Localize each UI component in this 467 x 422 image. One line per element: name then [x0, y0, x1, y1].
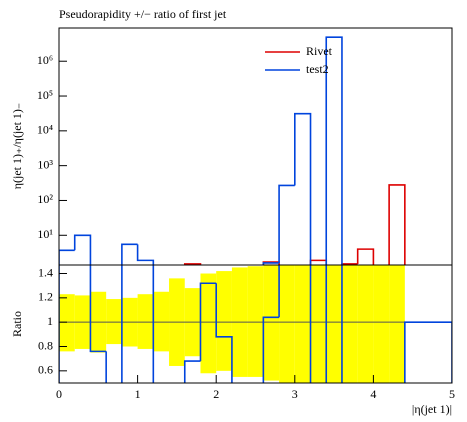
histogram-bin: [262, 262, 280, 265]
chart-title: Pseudorapidity +/− ratio of first jet: [59, 7, 227, 21]
frame: [58, 27, 453, 266]
uncertainty-band: [200, 273, 217, 374]
histogram-bin: [199, 282, 217, 362]
histogram-bin: [121, 265, 123, 383]
histogram-bin: [294, 112, 312, 265]
y-tick-label: 0.6: [38, 363, 53, 377]
histogram-bin: [356, 248, 375, 265]
histogram-bin: [325, 36, 343, 265]
histogram-bin: [278, 184, 295, 263]
legend-label: Rivet: [306, 44, 333, 58]
histogram-bin: [105, 351, 107, 383]
x-tick-label: 2: [213, 387, 219, 401]
uncertainty-band: [153, 291, 170, 352]
uncertainty-band: [341, 265, 358, 383]
histogram-bin: [136, 244, 155, 265]
histogram-bin: [278, 265, 280, 318]
legend-label: test2: [306, 62, 329, 76]
uncertainty-band: [279, 265, 295, 383]
uncertainty-band: [59, 294, 75, 352]
uncertainty-band: [389, 265, 405, 383]
y-tick-label: 10⁵: [37, 88, 53, 102]
uncertainty-band: [247, 266, 264, 377]
y-axis-label: Ratio: [10, 311, 24, 337]
x-tick-label: 4: [370, 387, 376, 401]
histogram-bin: [309, 265, 312, 383]
y-tick-label: 1: [47, 314, 53, 328]
x-axis-label: |η(jet 1)|: [412, 402, 452, 416]
histogram-bin: [388, 184, 406, 265]
x-tick-label: 5: [449, 387, 455, 401]
uncertainty-band: [106, 299, 122, 345]
histogram-bin: [183, 263, 202, 265]
histogram-bin: [73, 234, 92, 265]
histogram-bin: [325, 265, 343, 383]
y-tick-label: 10⁴: [37, 123, 53, 137]
histogram-bin: [215, 283, 233, 383]
histogram-bin: [262, 261, 280, 265]
uncertainty-band: [294, 265, 311, 383]
histogram-bin: [89, 265, 107, 353]
histogram-bin: [152, 265, 155, 383]
histogram-bin: [183, 360, 201, 383]
y-tick-label: 1.2: [38, 290, 53, 304]
uncertainty-band: [216, 271, 232, 371]
uncertainty-band: [373, 265, 390, 383]
uncertainty-band: [137, 294, 154, 349]
histogram-bin: [121, 243, 138, 265]
x-tick-label: 1: [135, 387, 141, 401]
y-tick-label: 10³: [37, 157, 53, 171]
y-tick-label: 1.4: [38, 265, 53, 279]
uncertainty-band: [357, 265, 374, 383]
uncertainty-band: [263, 265, 280, 381]
histogram-bin: [262, 316, 280, 383]
x-tick-label: 3: [292, 387, 298, 401]
y-tick-label: 10⁶: [37, 53, 53, 67]
y-tick-label: 10²: [37, 192, 53, 206]
uncertainty-band: [326, 265, 342, 383]
axes: 10¹ 10² 10³ 10⁴ 10⁵ 10⁶ Rivet test2 0.6 0.8 1 1.2 1.…: [37, 27, 455, 401]
histogram-bin: [404, 321, 452, 383]
y-tick-label: 10¹: [37, 227, 53, 241]
frame: [58, 264, 453, 384]
main-plot: [59, 36, 406, 265]
ratio-plot: [59, 265, 452, 383]
y-tick-label: 0.8: [38, 338, 53, 352]
uncertainty-band: [310, 265, 327, 383]
histogram-bin: [59, 249, 75, 265]
histogram-bin: [309, 259, 328, 265]
y-axis-label: η(jet 1)₊/η(jet 1)₋: [10, 103, 24, 190]
x-tick-label: 0: [56, 387, 62, 401]
